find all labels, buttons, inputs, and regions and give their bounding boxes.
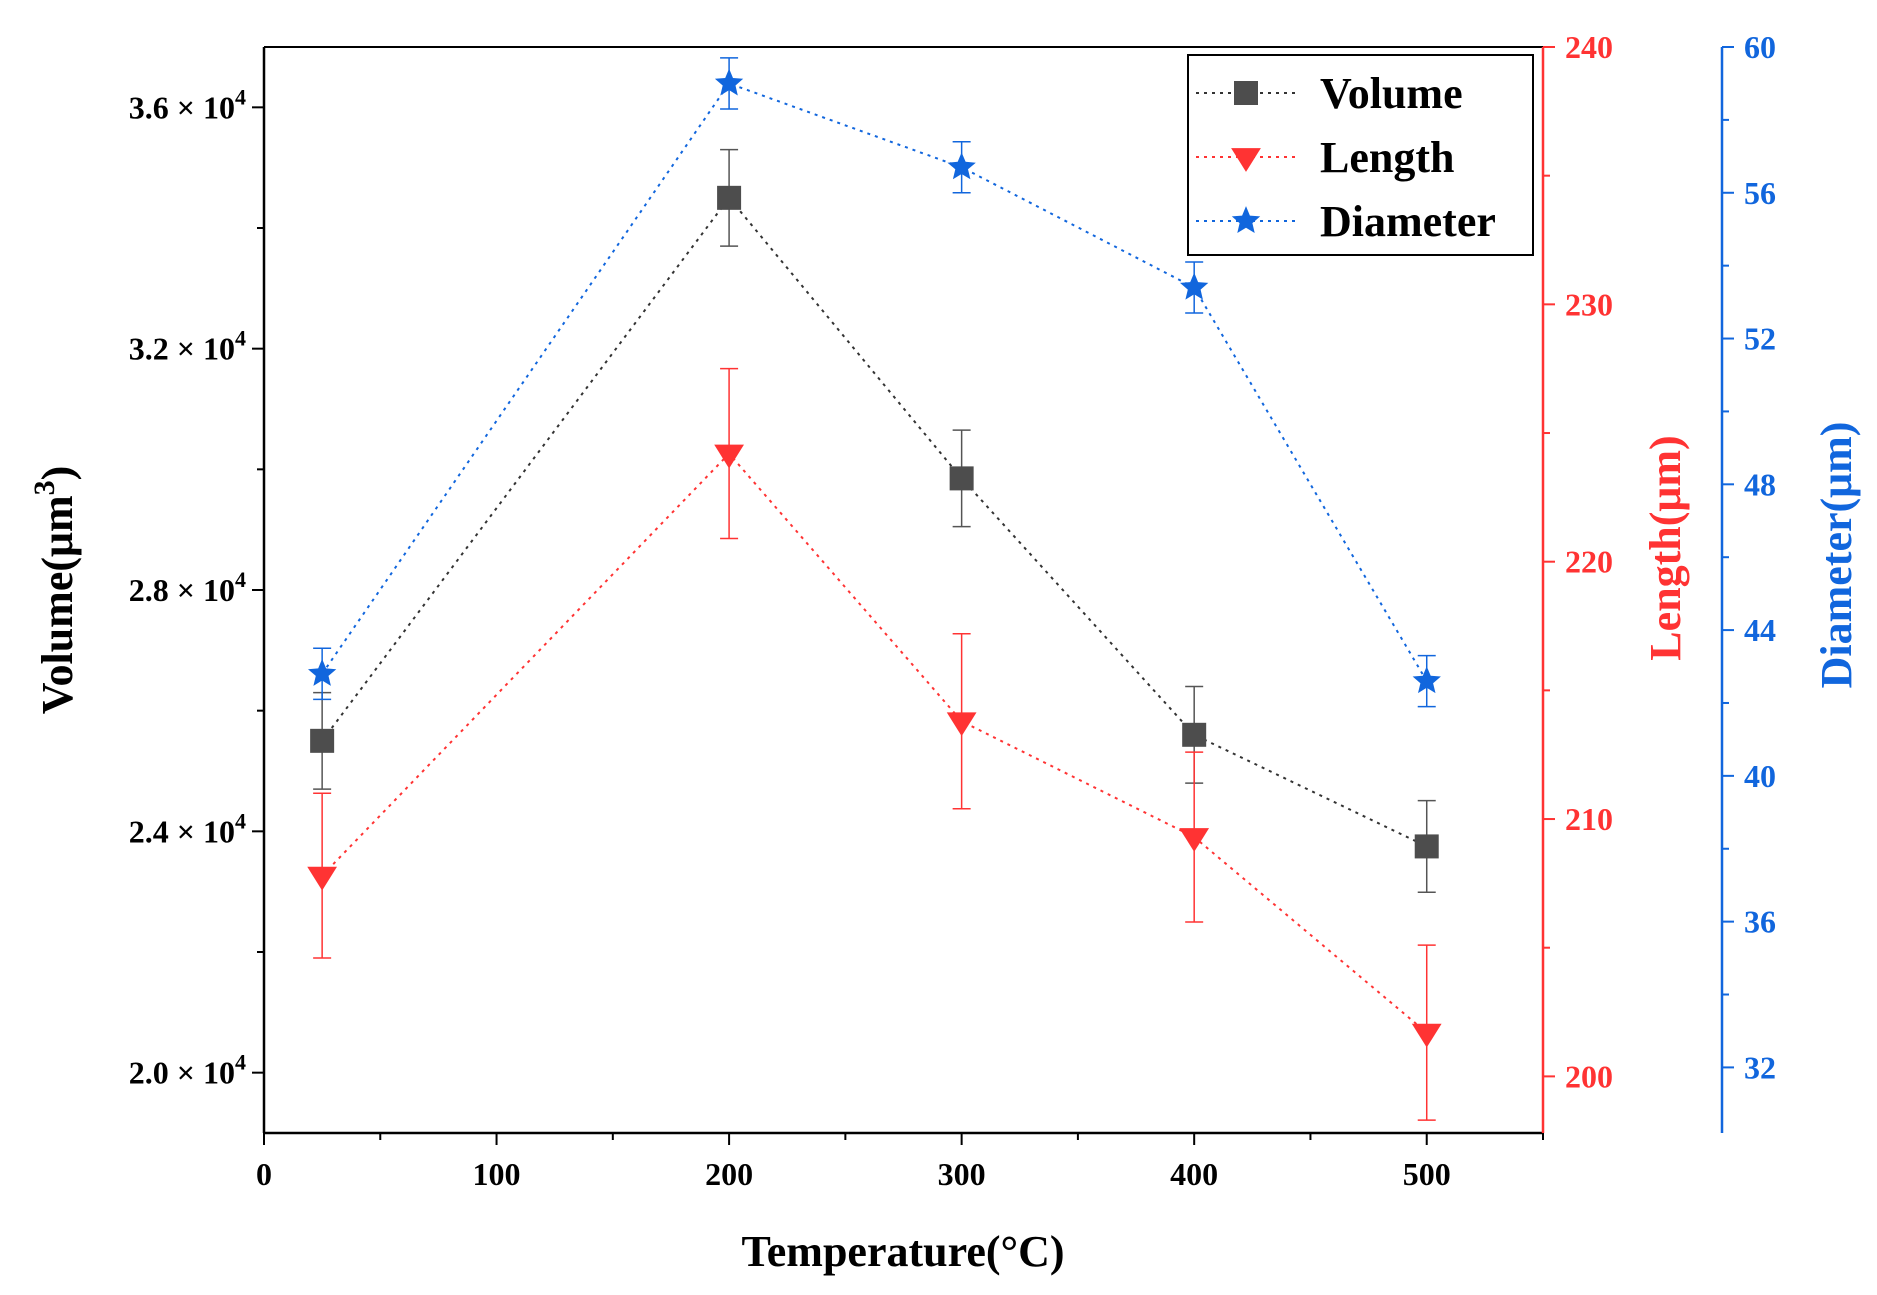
legend-volume-label: Volume xyxy=(1320,69,1463,118)
legend: Volume Length Diameter xyxy=(1187,54,1534,256)
diameter-tick-label: 48 xyxy=(1744,466,1776,502)
x-tick-label: 0 xyxy=(256,1156,272,1192)
volume-tick-label: 2.8 × 104 xyxy=(129,567,246,608)
length-tick-label: 210 xyxy=(1565,801,1613,837)
diameter-point xyxy=(1180,272,1209,300)
length-tick-label: 230 xyxy=(1565,286,1613,322)
volume-point xyxy=(1414,834,1439,859)
length-axis: 200 210 220 230 240 xyxy=(1541,29,1613,1133)
diameter-point xyxy=(947,152,976,180)
volume-axis: 2.0 × 104 2.4 × 104 2.8 × 104 3.2 × 104 3.6 … xyxy=(129,84,264,1091)
volume-point xyxy=(717,185,742,210)
length-axis-title: Length(μm) xyxy=(1641,435,1690,660)
length-point xyxy=(307,866,338,891)
volume-point xyxy=(949,466,974,491)
volume-tick-label: 2.0 × 104 xyxy=(129,1050,246,1091)
diameter-tick-label: 60 xyxy=(1744,29,1776,65)
length-tick-label: 240 xyxy=(1565,29,1613,65)
diameter-tick-label: 56 xyxy=(1744,175,1776,211)
volume-tick-label: 2.4 × 104 xyxy=(129,808,246,849)
diameter-tick-label: 52 xyxy=(1744,321,1776,357)
x-tick-label: 300 xyxy=(938,1156,986,1192)
x-tick-label: 400 xyxy=(1170,1156,1218,1192)
volume-tick-label: 3.6 × 104 xyxy=(129,84,246,125)
legend-volume-marker xyxy=(1234,81,1258,105)
length-point xyxy=(1179,828,1210,852)
volume-point xyxy=(1182,722,1207,747)
x-axis: 0 100 200 300 400 500 xyxy=(256,1133,1544,1192)
diameter-point xyxy=(714,68,744,96)
length-tick-label: 220 xyxy=(1565,544,1613,580)
x-tick-label: 100 xyxy=(473,1156,521,1192)
legend-length-marker xyxy=(1231,148,1261,172)
length-point xyxy=(946,712,977,737)
legend-length-label: Length xyxy=(1320,133,1454,182)
length-point xyxy=(1411,1023,1442,1048)
legend-diameter-label: Diameter xyxy=(1320,197,1496,246)
diameter-tick-label: 32 xyxy=(1744,1049,1776,1085)
x-axis-title: Temperature(°C) xyxy=(741,1227,1064,1276)
length-tick-label: 200 xyxy=(1565,1058,1613,1094)
x-tick-label: 500 xyxy=(1403,1156,1451,1192)
diameter-axis-title: Diameter(μm) xyxy=(1812,422,1861,689)
diameter-tick-label: 36 xyxy=(1744,904,1776,940)
length-point xyxy=(714,444,744,469)
volume-axis-title: Volume(μm3) xyxy=(28,466,82,715)
diameter-axis: 32 36 40 44 48 52 56 60 xyxy=(1720,29,1776,1133)
diameter-point xyxy=(308,658,337,686)
x-tick-label: 200 xyxy=(705,1156,753,1192)
volume-tick-label: 3.2 × 104 xyxy=(129,326,246,367)
legend-diameter-marker xyxy=(1231,206,1261,233)
diameter-tick-label: 44 xyxy=(1744,612,1776,648)
volume-point xyxy=(310,728,335,753)
diameter-tick-label: 40 xyxy=(1744,758,1776,794)
diameter-point xyxy=(1412,666,1441,694)
series-layer xyxy=(307,57,1442,1121)
diameter-series-line xyxy=(321,82,1428,682)
